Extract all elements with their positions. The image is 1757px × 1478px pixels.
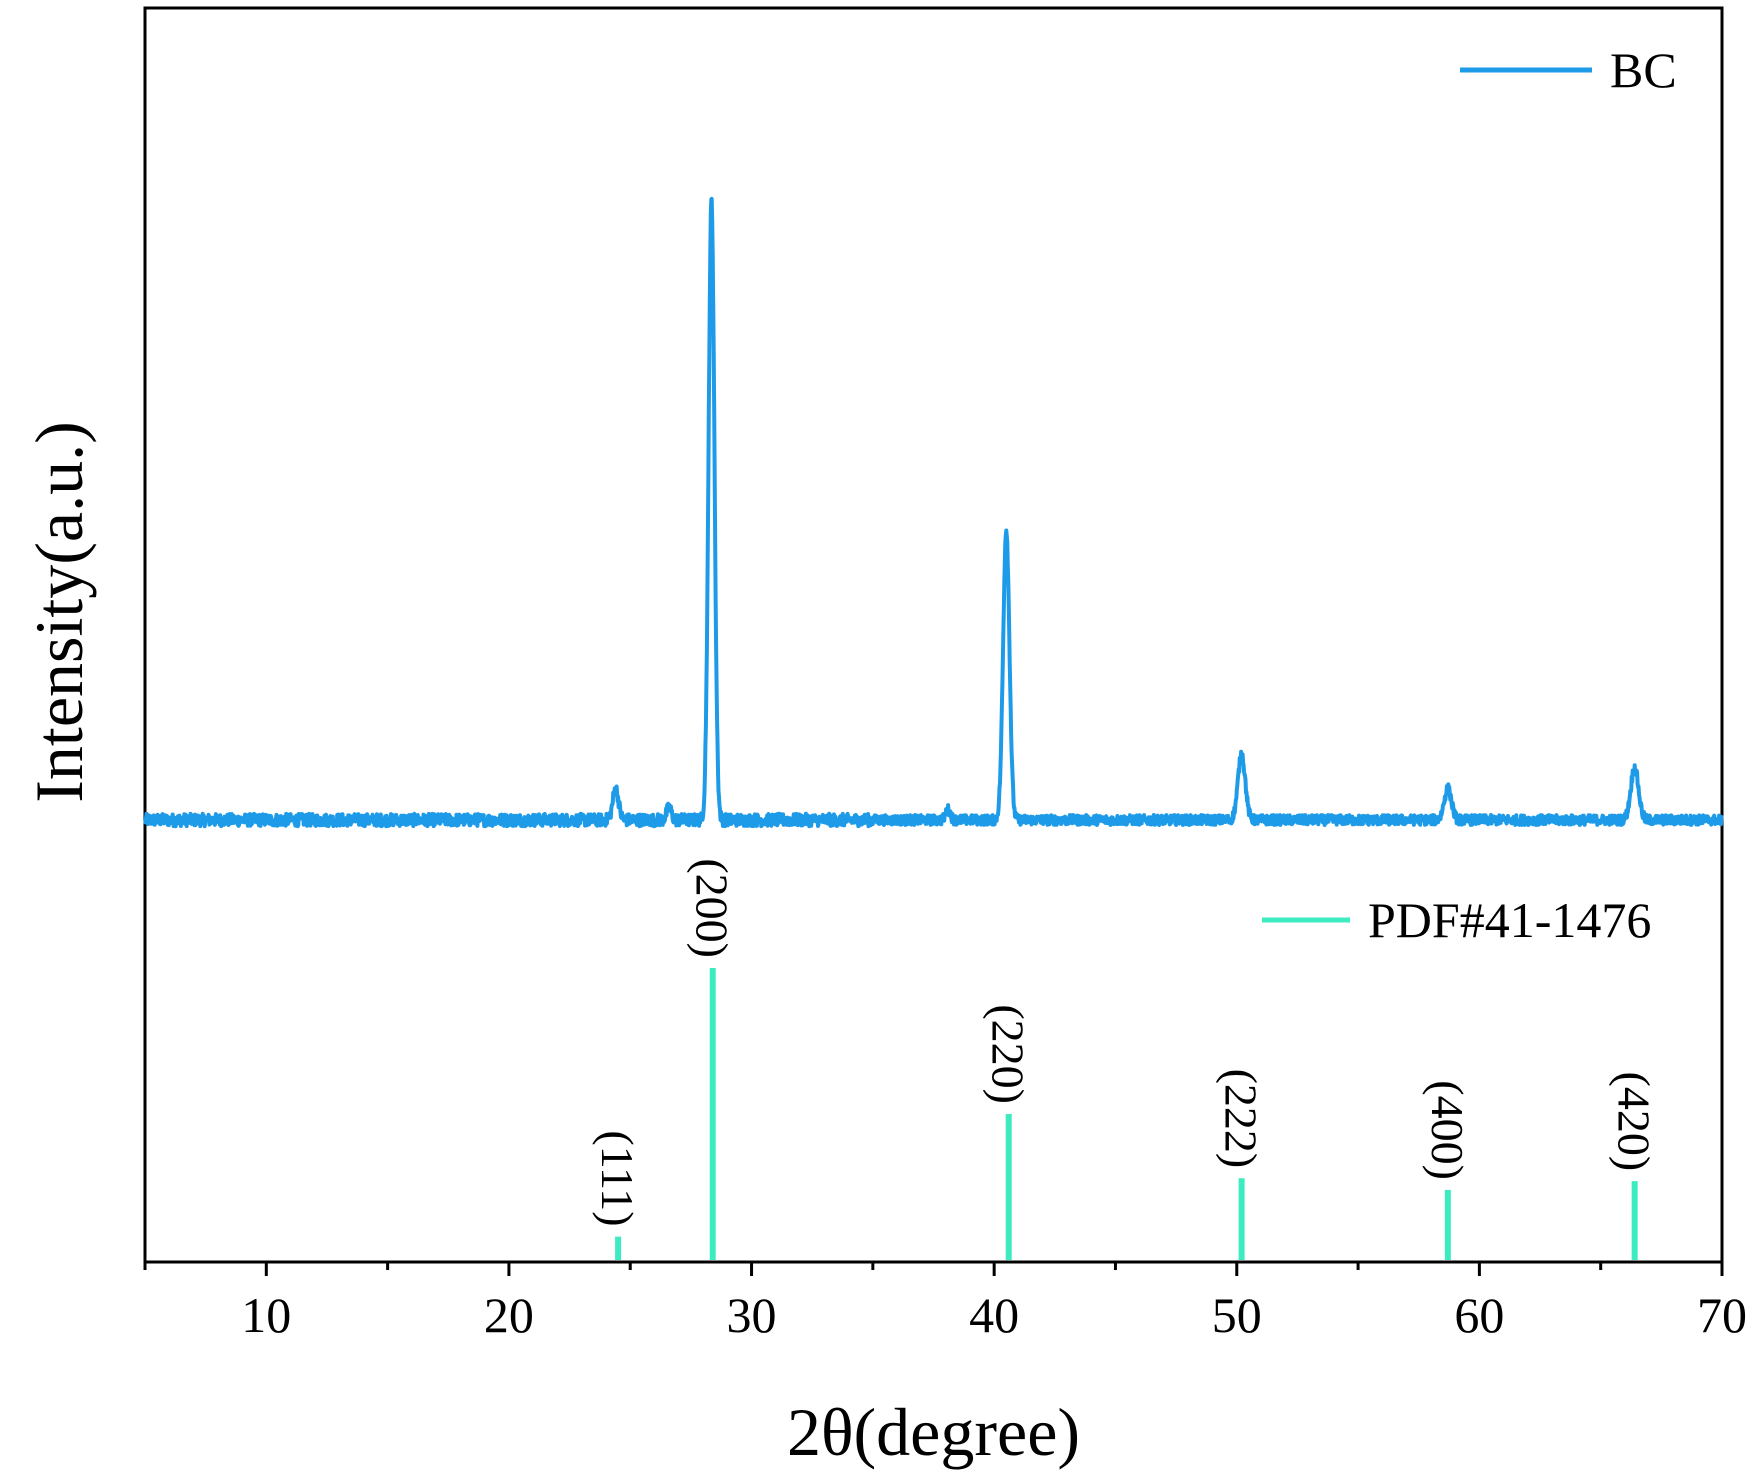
plot-frame [143,6,1724,1264]
hkl-label: (420) [1609,1072,1660,1172]
bc-series [143,196,1724,829]
hkl-label: (400) [1422,1080,1473,1180]
x-tick-label: 30 [727,1287,777,1343]
hkl-label: (222) [1216,1069,1267,1169]
pdf-sticks: (111) (200) (220) (222) (400) (420) [592,858,1660,1260]
bc-series-line [143,196,1724,829]
legend-label: BC [1610,42,1677,98]
x-axis: 10 20 30 40 50 60 70 [143,1262,1747,1343]
hkl-label: (220) [983,1004,1034,1104]
legend-label: PDF#41-1476 [1368,892,1651,948]
x-tick-label: 70 [1697,1287,1747,1343]
x-tick-label: 20 [484,1287,534,1343]
plot-border [143,6,1724,1264]
legend: BC PDF#41-1476 [1262,42,1677,948]
hkl-label: (200) [687,858,738,958]
x-tick-label: 60 [1454,1287,1504,1343]
x-tick-label: 40 [969,1287,1019,1343]
x-axis-title: 2θ(degree) [787,1394,1080,1470]
y-axis-title: Intensity(a.u.) [21,421,97,802]
x-tick-label: 10 [241,1287,291,1343]
x-tick-label: 50 [1212,1287,1262,1343]
hkl-label: (111) [592,1130,643,1226]
